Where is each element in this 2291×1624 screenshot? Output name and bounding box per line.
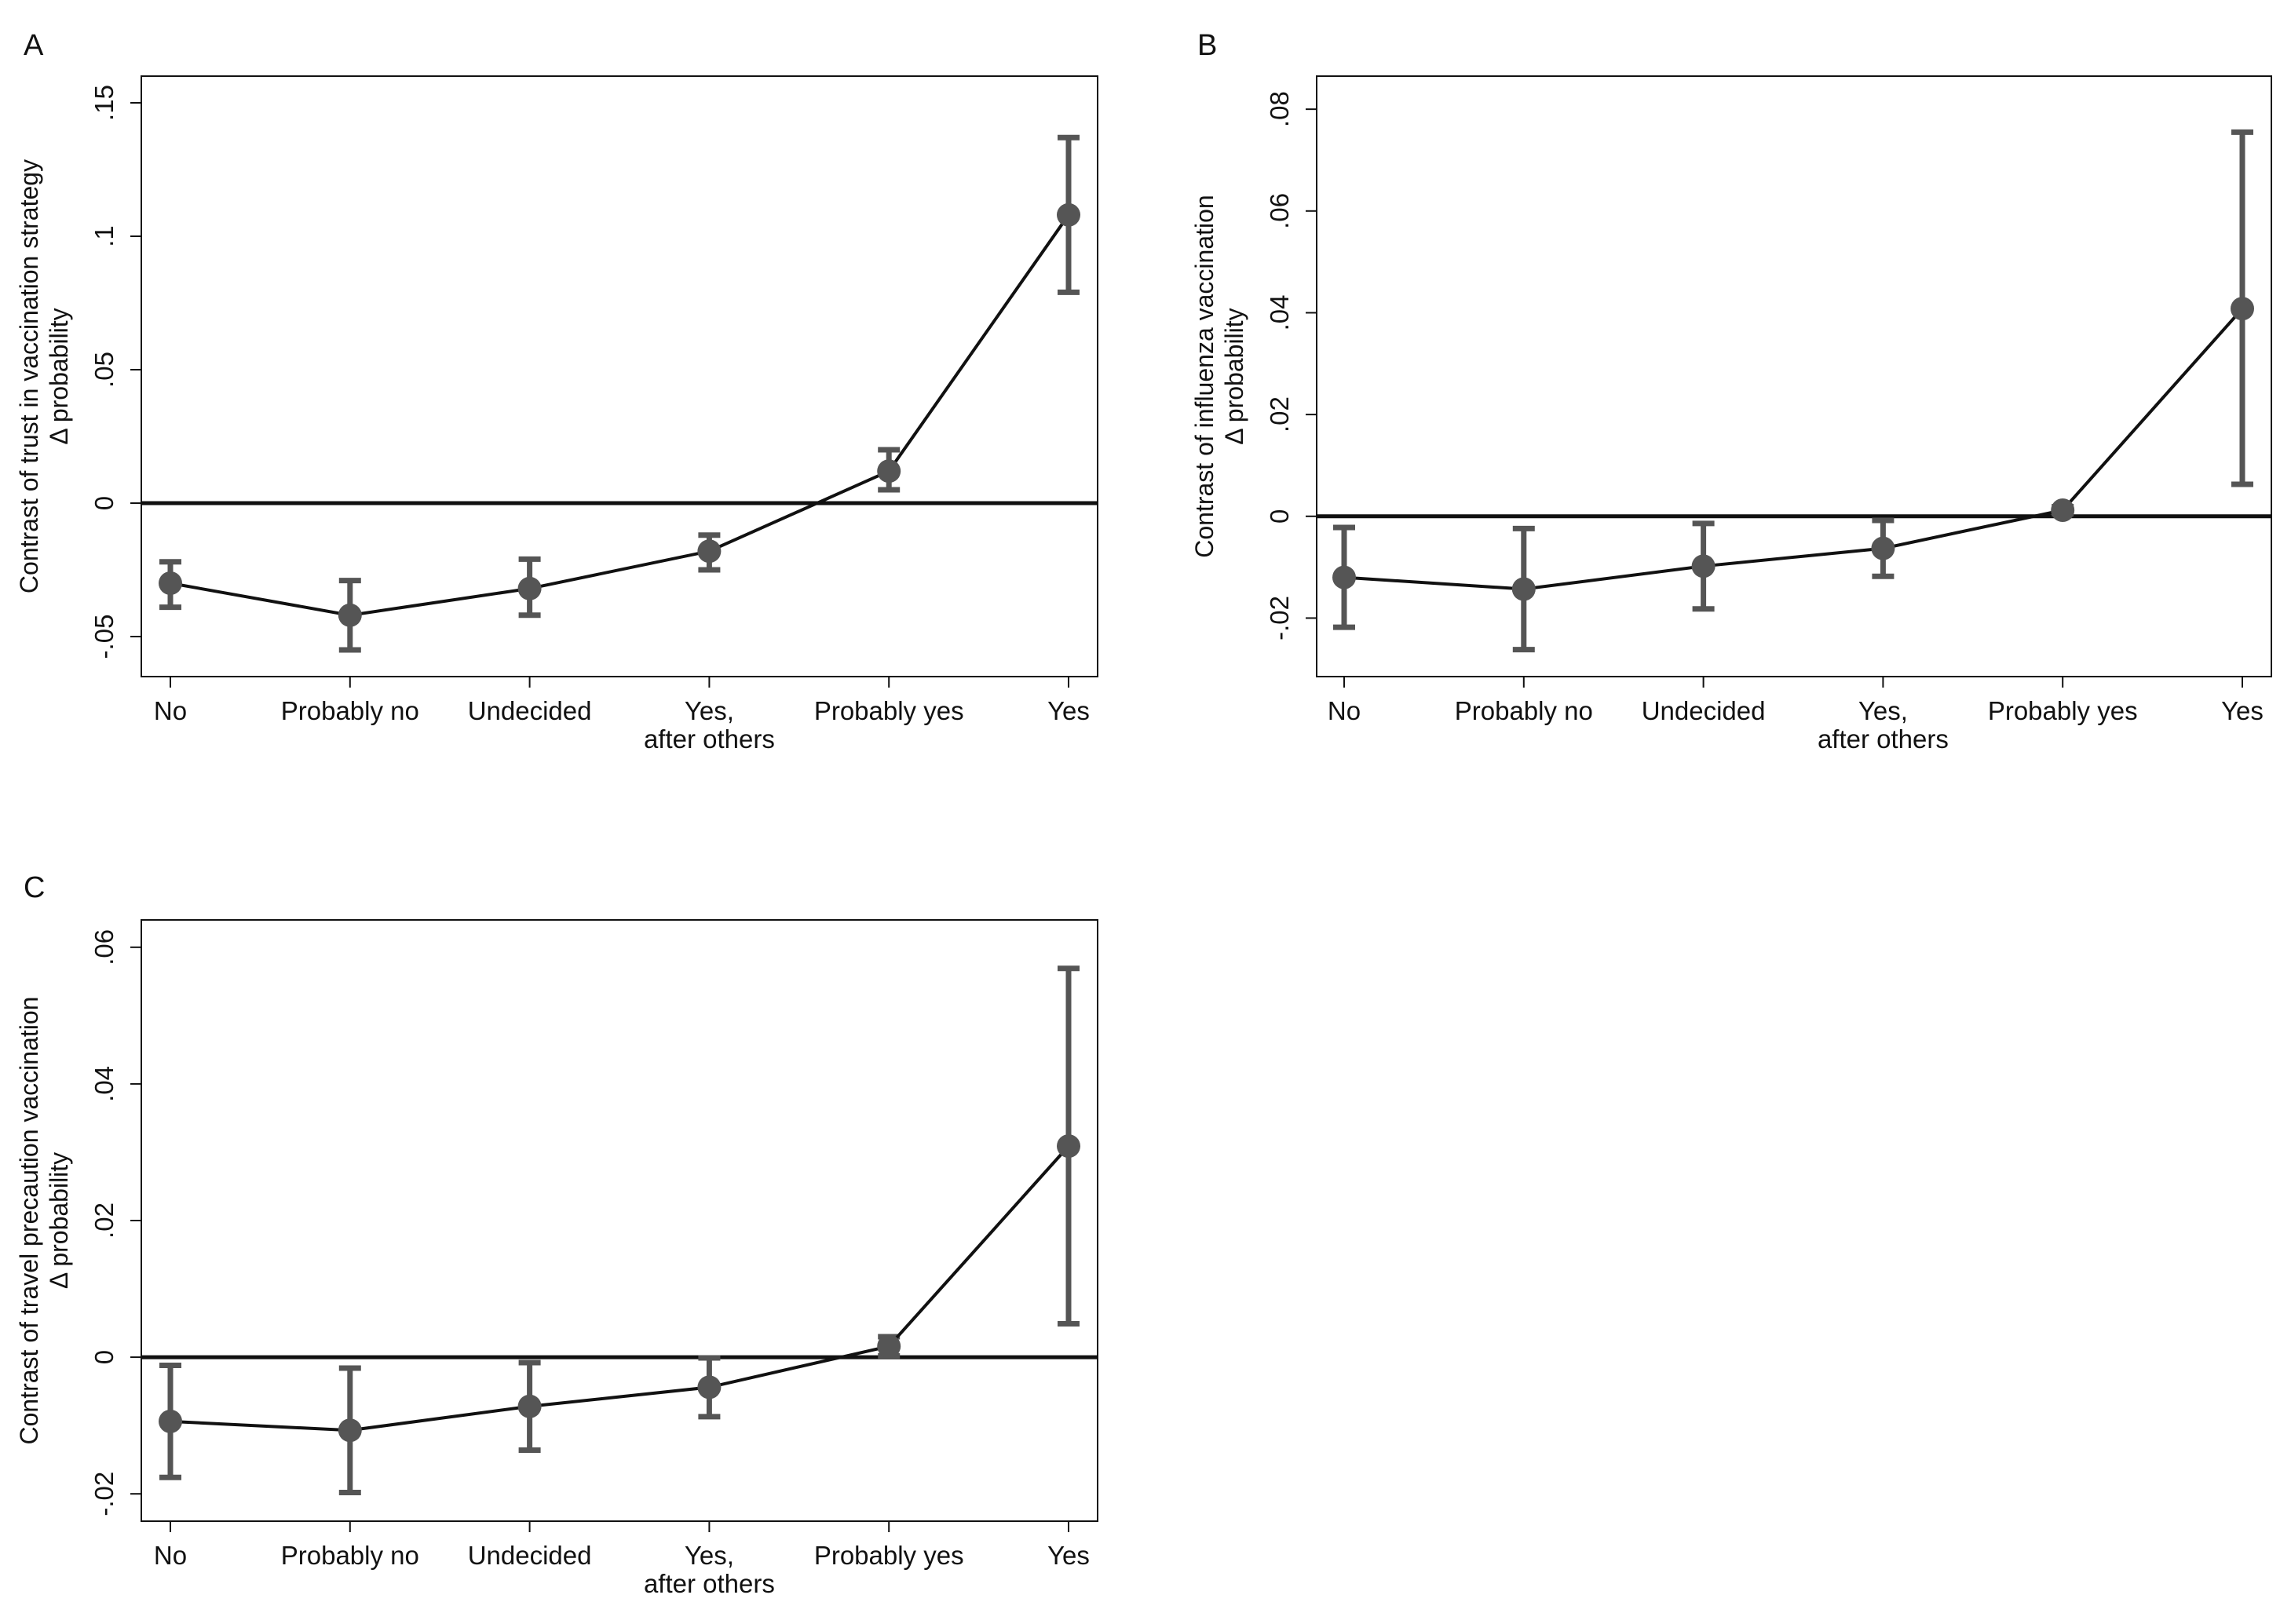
x-tick-label: Undecided: [468, 696, 592, 725]
y-tick-label: -.02: [1265, 596, 1294, 640]
y-tick-label: .06: [1265, 193, 1294, 229]
x-tick-label: Probably no: [1455, 696, 1593, 725]
y-axis-title: Contrast of travel precaution vaccinatio…: [15, 997, 43, 1445]
series-line-c: [170, 1144, 1070, 1432]
y-tick-label: .02: [90, 1202, 119, 1239]
x-tick-label: Probably yes: [1988, 696, 2138, 725]
data-point: [1871, 536, 1895, 560]
x-tick-label: Probably no: [281, 1541, 419, 1570]
data-point: [2231, 297, 2254, 321]
x-tick-label: Probably yes: [814, 1541, 964, 1570]
data-point: [159, 1409, 182, 1433]
data-point: [338, 603, 362, 627]
plot-area-b: -.02 0 .02 .04 .06 .08 Contrast of influenza v…: [1190, 75, 2272, 754]
y-tick-label: 0: [90, 496, 119, 510]
x-tick-label: No: [1328, 696, 1361, 725]
panel-letter-c: C: [24, 871, 45, 904]
y-tick-label: .04: [90, 1066, 119, 1102]
x-tick-label: Yes: [1047, 1541, 1090, 1570]
series-line-b: [1343, 307, 2244, 591]
y-tick-label: .15: [90, 85, 119, 121]
y-tick-label: .06: [90, 929, 119, 965]
data-point: [1511, 577, 1536, 601]
panel-a: A -.05 0 .05 .1 .15 Contrast of trust in vacc…: [15, 29, 1098, 754]
x-tick-label: No: [154, 696, 187, 725]
data-point: [2051, 498, 2075, 523]
x-tick-label: No: [154, 1541, 187, 1570]
data-point: [1332, 565, 1356, 589]
y-axis-title: Contrast of trust in vaccination strateg…: [15, 159, 43, 593]
y-axis-subtitle: Δ probability: [45, 308, 73, 444]
data-point: [517, 576, 542, 600]
x-tick-label: Probably yes: [814, 696, 964, 725]
y-tick-label: .1: [90, 225, 119, 247]
x-tick-label: Yes, after others: [644, 696, 775, 754]
y-tick-label: .05: [90, 352, 119, 388]
data-point: [1691, 554, 1716, 578]
panel-c: C -.02 0 .02 .04 .06 Contrast of travel preca…: [15, 871, 1098, 1598]
panel-letter-b: B: [1197, 29, 1217, 62]
plot-frame: [141, 75, 1098, 677]
y-tick-label: .02: [1265, 396, 1294, 432]
x-tick-label: Yes: [2221, 696, 2264, 725]
plot-frame: [1316, 75, 2272, 677]
data-point: [517, 1394, 542, 1418]
x-tick-label: Undecided: [468, 1541, 592, 1570]
x-tick-label: Undecided: [1642, 696, 1766, 725]
plot-area-c: -.02 0 .02 .04 .06 Contrast of travel precaut…: [15, 919, 1098, 1598]
panel-letter-a: A: [24, 29, 44, 62]
data-point: [877, 1334, 901, 1359]
panel-b: B -.02 0 .02 .04 .06 .08 Contrast of influenza…: [1190, 29, 2272, 754]
x-tick-label: Probably no: [281, 696, 419, 725]
plot-area-a: -.05 0 .05 .1 .15 Contrast of trust in vaccin…: [15, 75, 1098, 754]
x-tick-label: Yes, after others: [1818, 696, 1949, 754]
x-tick-label: Yes: [1047, 696, 1090, 725]
data-point: [1057, 1134, 1080, 1159]
data-point: [1057, 203, 1080, 227]
y-tick-label: .08: [1265, 91, 1294, 127]
data-point: [338, 1418, 362, 1443]
y-tick-label: .04: [1265, 295, 1294, 331]
data-point: [697, 1375, 722, 1400]
data-point: [697, 539, 722, 564]
data-point: [159, 571, 182, 595]
x-tick-label: Yes, after others: [644, 1541, 775, 1598]
series-line-a: [170, 213, 1070, 617]
y-tick-label: -.02: [90, 1472, 119, 1516]
data-point: [877, 459, 901, 484]
y-axis-subtitle: Δ probability: [1220, 308, 1248, 444]
y-axis-subtitle: Δ probability: [45, 1152, 73, 1289]
y-axis-title: Contrast of influenza vaccination: [1190, 195, 1219, 557]
y-tick-label: 0: [1265, 509, 1294, 524]
y-tick-label: 0: [90, 1350, 119, 1364]
y-tick-label: -.05: [90, 615, 119, 659]
